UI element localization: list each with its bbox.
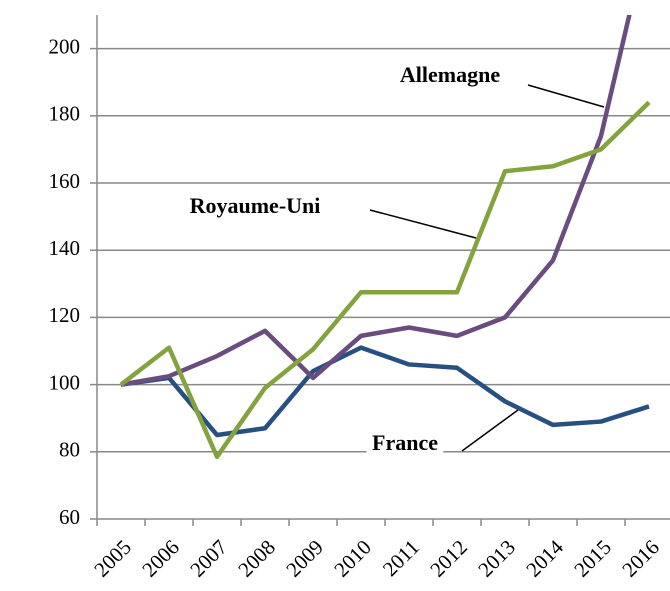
y-tick-label: 80 (59, 438, 80, 462)
x-tick-label: 2014 (521, 535, 568, 582)
x-tick-label: 2006 (137, 535, 184, 582)
y-tick-label: 200 (49, 34, 81, 58)
x-tick-label: 2016 (617, 535, 664, 582)
overlay: France Allemagne Royaume-Uni (184, 56, 605, 461)
series-line (120, 15, 632, 387)
x-tick-label: 2005 (89, 535, 136, 582)
x-tick-label: 2009 (281, 535, 328, 582)
y-tick-label: 120 (49, 303, 81, 327)
leader-line (369, 209, 477, 239)
y-tick-label: 100 (49, 370, 81, 394)
series-label: France (372, 430, 438, 455)
x-tick-label: 2007 (185, 535, 232, 582)
y-tick-label: 160 (49, 169, 81, 193)
leader-line (461, 409, 519, 452)
plot-area (119, 15, 651, 460)
y-tick-label: 140 (49, 236, 81, 260)
series-label: Allemagne (400, 62, 500, 87)
x-tick-label: 2011 (378, 535, 424, 581)
x-tick-label: 2012 (425, 535, 472, 582)
series-line (120, 345, 650, 438)
y-tick-label: 60 (59, 505, 80, 529)
leader-line (527, 84, 605, 108)
x-tick-label: 2015 (569, 535, 616, 582)
x-tick-label: 2013 (473, 535, 520, 582)
y-tick-label: 180 (49, 102, 81, 126)
x-tick-label: 2010 (329, 535, 376, 582)
series-label: Royaume-Uni (190, 193, 321, 218)
x-tick-label: 2008 (233, 535, 280, 582)
series-line (119, 100, 651, 460)
